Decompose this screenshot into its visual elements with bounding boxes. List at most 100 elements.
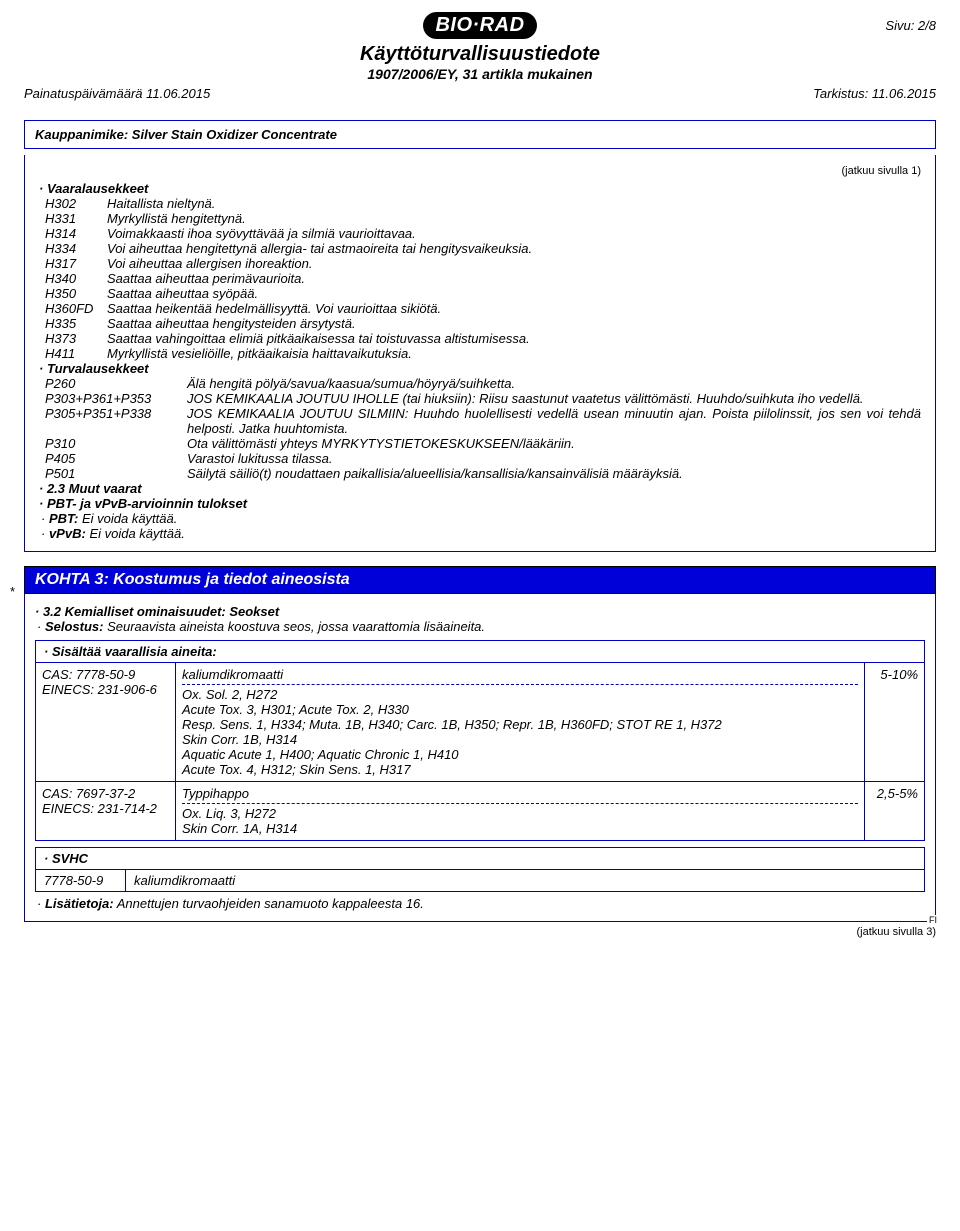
continued-from: (jatkuu sivulla 1) bbox=[39, 165, 921, 177]
hazard-row: H340Saattaa aiheuttaa perimävaurioita. bbox=[45, 271, 921, 286]
precaution-row: P405Varastoi lukitussa tilassa. bbox=[45, 451, 921, 466]
desc-label: Selostus: bbox=[45, 619, 104, 634]
ingredient-classification: Ox. Sol. 2, H272Acute Tox. 3, H301; Acut… bbox=[182, 687, 858, 777]
hazard-text: Saattaa vahingoittaa elimiä pitkäaikaise… bbox=[107, 331, 921, 346]
precaution-row: P303+P361+P353JOS KEMIKAALIA JOUTUU IHOL… bbox=[45, 391, 921, 406]
ingredient-percent: 5-10% bbox=[864, 663, 924, 781]
hazard-text: Myrkyllistä vesieliöille, pitkäaikaisia … bbox=[107, 346, 921, 361]
title-block: Käyttöturvallisuustiedote 1907/2006/EY, … bbox=[24, 43, 936, 82]
pbt-line: · PBT: Ei voida käyttää. bbox=[41, 511, 921, 526]
doc-title: Käyttöturvallisuustiedote bbox=[24, 43, 936, 66]
precaution-text: Varastoi lukitussa tilassa. bbox=[187, 451, 921, 466]
hazard-text: Voimakkaasti ihoa syövyttävää ja silmiä … bbox=[107, 226, 921, 241]
hazard-row: H373Saattaa vahingoittaa elimiä pitkäaik… bbox=[45, 331, 921, 346]
hazard-row: H334Voi aiheuttaa hengitettynä allergia-… bbox=[45, 241, 921, 256]
hazard-row: H411Myrkyllistä vesieliöille, pitkäaikai… bbox=[45, 346, 921, 361]
precaution-text: Älä hengitä pölyä/savua/kaasua/sumua/höy… bbox=[187, 376, 921, 391]
pbt-label: PBT: bbox=[49, 511, 78, 526]
hazard-text: Saattaa aiheuttaa hengitysteiden ärsytys… bbox=[107, 316, 921, 331]
ingredient-detail: Typpihappo Ox. Liq. 3, H272Skin Corr. 1A,… bbox=[176, 782, 864, 840]
vpvb-label: vPvB: bbox=[49, 526, 86, 541]
addinfo-line: · Lisätietoja: Annettujen turvaohjeiden … bbox=[37, 896, 925, 911]
ingredient-row: CAS: 7697-37-2EINECS: 231-714-2Typpihapp… bbox=[36, 782, 924, 840]
hazard-code: H302 bbox=[45, 196, 107, 211]
ingredient-percent: 2,5-5% bbox=[864, 782, 924, 840]
hazard-text: Voi aiheuttaa hengitettynä allergia- tai… bbox=[107, 241, 921, 256]
ingredient-name: Typpihappo bbox=[182, 786, 858, 801]
precaution-row: P260Älä hengitä pölyä/savua/kaasua/sumua… bbox=[45, 376, 921, 391]
precaution-text: Ota välittömästi yhteys MYRKYTYSTIETOKES… bbox=[187, 436, 921, 451]
page-number: Sivu: 2/8 bbox=[885, 18, 936, 33]
hazard-text: Voi aiheuttaa allergisen ihoreaktion. bbox=[107, 256, 921, 271]
section-3-title: KOHTA 3: Koostumus ja tiedot aineosista bbox=[24, 566, 936, 594]
pbt-vpvb-heading: PBT- ja vPvB-arvioinnin tulokset bbox=[39, 496, 921, 511]
vpvb-text: Ei voida käyttää. bbox=[89, 526, 184, 541]
hazard-code: H317 bbox=[45, 256, 107, 271]
other-hazards-heading: 2.3 Muut vaarat bbox=[39, 481, 921, 496]
precaution-heading: Turvalausekkeet bbox=[39, 361, 921, 376]
ingredient-ids: CAS: 7697-37-2EINECS: 231-714-2 bbox=[36, 782, 176, 840]
desc-text: Seuraavista aineista koostuva seos, joss… bbox=[107, 619, 485, 634]
section3-sub-heading: 3.2 Kemialliset ominaisuudet: Seokset bbox=[35, 604, 925, 619]
precaution-code: P501 bbox=[45, 466, 187, 481]
tradename-box: Kauppanimike: Silver Stain Oxidizer Conc… bbox=[24, 120, 936, 149]
ingredient-name: kaliumdikromaatti bbox=[182, 667, 858, 682]
hazard-code: H340 bbox=[45, 271, 107, 286]
continued-to: (jatkuu sivulla 3) bbox=[24, 926, 936, 938]
precaution-code: P303+P361+P353 bbox=[45, 391, 187, 406]
hazard-list: H302Haitallista nieltynä.H331Myrkyllistä… bbox=[45, 196, 921, 361]
hazard-code: H350 bbox=[45, 286, 107, 301]
precaution-text: Säilytä säiliö(t) noudattaen paikallisia… bbox=[187, 466, 921, 481]
hazard-text: Myrkyllistä hengitettynä. bbox=[107, 211, 921, 226]
precaution-text: JOS KEMIKAALIA JOUTUU IHOLLE (tai hiuksi… bbox=[187, 391, 921, 406]
ingredient-row: CAS: 7778-50-9EINECS: 231-906-6 kaliumdik… bbox=[36, 663, 924, 782]
section-changed-icon: * bbox=[10, 584, 15, 599]
page-header: BIO·RAD Sivu: 2/8 Käyttöturvallisuustied… bbox=[24, 12, 936, 112]
precaution-code: P310 bbox=[45, 436, 187, 451]
hazard-row: H314Voimakkaasti ihoa syövyttävää ja sil… bbox=[45, 226, 921, 241]
hazard-row: H335Saattaa aiheuttaa hengitysteiden ärs… bbox=[45, 316, 921, 331]
locale-mark: FI bbox=[927, 915, 939, 925]
hazard-text: Saattaa aiheuttaa syöpää. bbox=[107, 286, 921, 301]
hazard-row: H360FDSaattaa heikentää hedelmällisyyttä… bbox=[45, 301, 921, 316]
hazard-code: H360FD bbox=[45, 301, 107, 316]
hazard-code: H335 bbox=[45, 316, 107, 331]
vpvb-line: · vPvB: Ei voida käyttää. bbox=[41, 526, 921, 541]
hazard-code: H314 bbox=[45, 226, 107, 241]
hazard-row: H317Voi aiheuttaa allergisen ihoreaktion… bbox=[45, 256, 921, 271]
precaution-text: JOS KEMIKAALIA JOUTUU SILMIIN: Huuhdo hu… bbox=[187, 406, 921, 436]
hazard-row: H350Saattaa aiheuttaa syöpää. bbox=[45, 286, 921, 301]
content-frame-2: 3.2 Kemialliset ominaisuudet: Seokset · … bbox=[24, 594, 936, 922]
svhc-cas: 7778-50-9 bbox=[36, 870, 126, 891]
content-frame-1: (jatkuu sivulla 1) Vaaralausekkeet H302H… bbox=[24, 155, 936, 552]
hazard-heading: Vaaralausekkeet bbox=[39, 181, 921, 196]
hazard-code: H411 bbox=[45, 346, 107, 361]
hazard-text: Haitallista nieltynä. bbox=[107, 196, 921, 211]
hazard-code: H373 bbox=[45, 331, 107, 346]
precaution-row: P501Säilytä säiliö(t) noudattaen paikall… bbox=[45, 466, 921, 481]
meta-row: Painatuspäivämäärä 11.06.2015 Tarkistus:… bbox=[24, 86, 936, 101]
svhc-heading: SVHC bbox=[36, 848, 924, 869]
doc-subtitle: 1907/2006/EY, 31 artikla mukainen bbox=[24, 66, 936, 82]
hazard-row: H331Myrkyllistä hengitettynä. bbox=[45, 211, 921, 226]
description-line: · Selostus: Seuraavista aineista koostuv… bbox=[37, 619, 925, 634]
ingredients-heading: Sisältää vaarallisia aineita: bbox=[36, 641, 924, 663]
svhc-row: 7778-50-9 kaliumdikromaatti bbox=[36, 869, 924, 891]
logo-wrap: BIO·RAD bbox=[24, 12, 936, 39]
precaution-row: P305+P351+P338JOS KEMIKAALIA JOUTUU SILM… bbox=[45, 406, 921, 436]
hazard-code: H331 bbox=[45, 211, 107, 226]
ingredient-classification: Ox. Liq. 3, H272Skin Corr. 1A, H314 bbox=[182, 806, 858, 836]
pbt-text: Ei voida käyttää. bbox=[82, 511, 177, 526]
ingredient-ids: CAS: 7778-50-9EINECS: 231-906-6 bbox=[36, 663, 176, 781]
brand-logo: BIO·RAD bbox=[423, 12, 536, 39]
addinfo-label: Lisätietoja: bbox=[45, 896, 114, 911]
svhc-name: kaliumdikromaatti bbox=[126, 870, 924, 891]
precaution-row: P310Ota välittömästi yhteys MYRKYTYSTIET… bbox=[45, 436, 921, 451]
precaution-list: P260Älä hengitä pölyä/savua/kaasua/sumua… bbox=[45, 376, 921, 481]
hazard-code: H334 bbox=[45, 241, 107, 256]
precaution-code: P405 bbox=[45, 451, 187, 466]
hazard-text: Saattaa heikentää hedelmällisyyttä. Voi … bbox=[107, 301, 921, 316]
ingredients-box: Sisältää vaarallisia aineita: CAS: 7778-… bbox=[35, 640, 925, 841]
precaution-code: P260 bbox=[45, 376, 187, 391]
print-date: Painatuspäivämäärä 11.06.2015 bbox=[24, 86, 210, 101]
